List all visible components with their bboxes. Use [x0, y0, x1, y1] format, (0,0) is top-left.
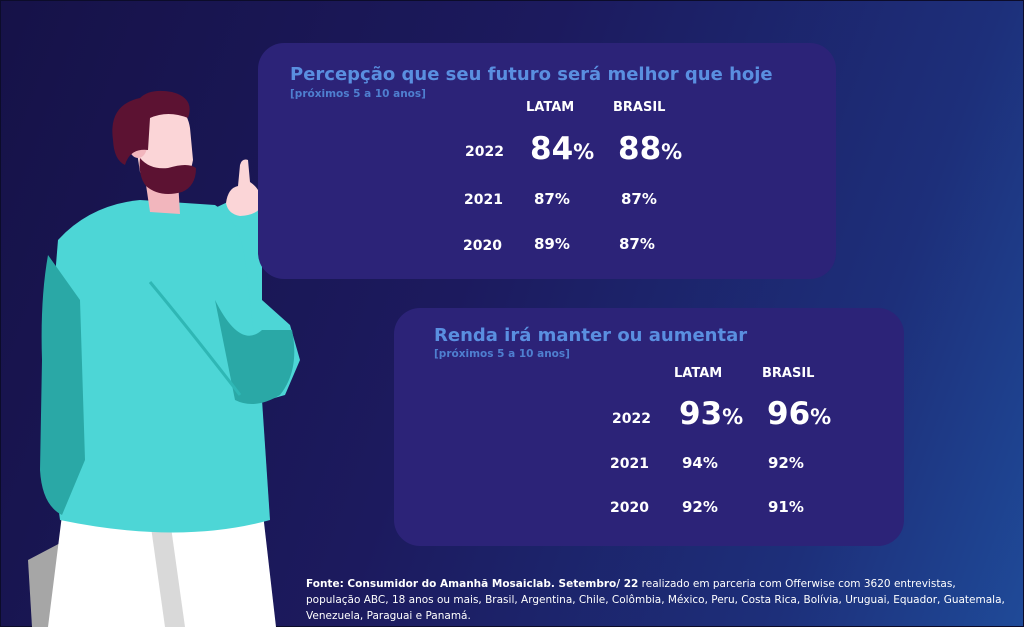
footnote-source: Fonte: Consumidor do Amanhã Mosaiclab. S…: [306, 578, 639, 590]
column-header-brasil: BRASIL: [613, 100, 666, 115]
value-brasil-2022: 96%: [767, 396, 832, 432]
value-latam-2020: 89%: [534, 235, 570, 253]
future-perception-card: Percepção que seu futuro será melhor que…: [258, 43, 836, 279]
year-label: 2020: [610, 500, 649, 516]
value-latam-2022: 84%: [530, 131, 595, 167]
value-brasil-2021: 92%: [768, 454, 804, 472]
value-brasil-2020: 87%: [619, 235, 655, 253]
year-label: 2021: [464, 192, 503, 208]
year-label: 2020: [463, 238, 502, 254]
shirt-shadow: [40, 255, 85, 515]
hand: [226, 159, 262, 216]
footnote-details: realizado em parceria com Offerwise com …: [306, 578, 1005, 622]
hair: [112, 90, 190, 165]
year-label: 2022: [612, 411, 651, 427]
source-footnote: Fonte: Consumidor do Amanhã Mosaiclab. S…: [306, 576, 1006, 624]
value-latam-2020: 92%: [682, 498, 718, 516]
person-thinking-illustration: [28, 90, 300, 627]
column-header-brasil: BRASIL: [762, 366, 815, 381]
year-label: 2021: [610, 456, 649, 472]
value-latam-2021: 94%: [682, 454, 718, 472]
value-latam-2022: 93%: [679, 396, 744, 432]
card-subtitle: [próximos 5 a 10 anos]: [290, 88, 426, 100]
value-brasil-2021: 87%: [621, 190, 657, 208]
value-latam-2021: 87%: [534, 190, 570, 208]
shirt: [45, 200, 270, 533]
income-card: Renda irá manter ou aumentar [próximos 5…: [394, 308, 904, 546]
card-title: Renda irá manter ou aumentar: [434, 325, 748, 346]
column-header-latam: LATAM: [674, 366, 723, 381]
card-title: Percepção que seu futuro será melhor que…: [290, 64, 773, 85]
column-header-latam: LATAM: [526, 100, 575, 115]
year-label: 2022: [465, 144, 504, 160]
card-subtitle: [próximos 5 a 10 anos]: [434, 348, 570, 360]
value-brasil-2022: 88%: [618, 131, 683, 167]
beard: [139, 158, 196, 194]
value-brasil-2020: 91%: [768, 498, 804, 516]
